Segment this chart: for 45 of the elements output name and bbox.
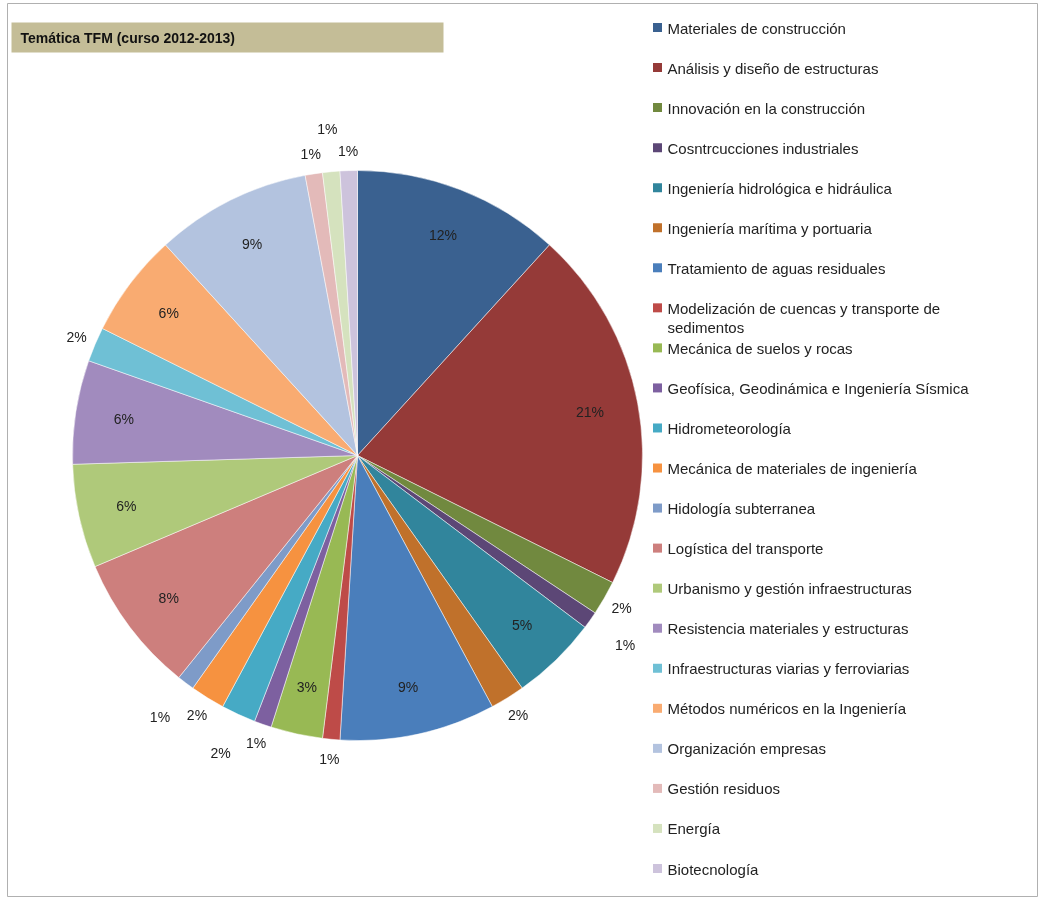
legend-label: Gestión residuos [667, 780, 781, 798]
legend-label: Logística del transporte [667, 540, 824, 558]
legend-label: Resistencia materiales y estructuras [667, 620, 909, 638]
text: Temática TFM (curso 2012-2013) [20, 29, 235, 46]
data-label: 12% [428, 226, 457, 243]
legend-label: Hidología subterranea [667, 500, 816, 518]
data-label: 9% [397, 678, 419, 695]
data-label: 2% [507, 706, 529, 723]
legend-label: Análisis y diseño de estructuras [667, 59, 879, 77]
data-label: 5% [512, 617, 533, 634]
data-label: 9% [241, 235, 263, 252]
data-label: 6% [116, 498, 137, 515]
data-label: 1% [337, 142, 359, 159]
data-label: 2% [611, 599, 632, 616]
data-label: 21% [576, 404, 605, 421]
data-label: 1% [246, 735, 267, 752]
legend-label: Organización empresas [667, 740, 826, 758]
legend-label: Biotecnología [667, 860, 760, 878]
data-label: 8% [158, 590, 179, 607]
data-label: 1% [319, 751, 340, 768]
data-label: 6% [158, 304, 179, 321]
legend-label: Hidrometeorología [667, 419, 792, 437]
legend-label: Energía [667, 820, 721, 838]
legend-label: Infraestructuras viarias y ferroviarias [667, 660, 910, 678]
legend-label: Cosntrcucciones industriales [667, 139, 859, 157]
data-label: 3% [296, 678, 318, 695]
data-label: 2% [66, 328, 87, 345]
data-label: 2% [186, 706, 208, 723]
legend-label: Ingeniería marítima y portuaria [667, 219, 873, 237]
legend-label: Mecánica de suelos y rocas [667, 339, 853, 357]
data-label: 1% [317, 121, 338, 138]
legend-label: Geofísica, Geodinámica e Ingeniería Sísmica [667, 379, 970, 397]
legend-label: Mecánica de materiales de ingeniería [667, 460, 918, 478]
legend-label: Modelización de cuencas y transporte de sedimentos [667, 299, 941, 337]
legend-label: Urbanismo y gestión infraestructuras [667, 580, 912, 598]
data-label: 1% [149, 709, 171, 726]
data-label: 1% [300, 146, 321, 163]
data-label: 2% [210, 745, 231, 762]
data-label: 1% [614, 636, 636, 653]
legend-label: Ingeniería hidrológica e hidráulica [667, 179, 893, 197]
data-label: 6% [113, 411, 134, 428]
legend-label: Métodos numéricos en la Ingeniería [667, 700, 907, 718]
legend-label: Innovación en la construcción [667, 99, 866, 117]
legend-label: Tratamiento de aguas residuales [667, 259, 886, 277]
legend-label: Materiales de construcción [667, 19, 846, 37]
